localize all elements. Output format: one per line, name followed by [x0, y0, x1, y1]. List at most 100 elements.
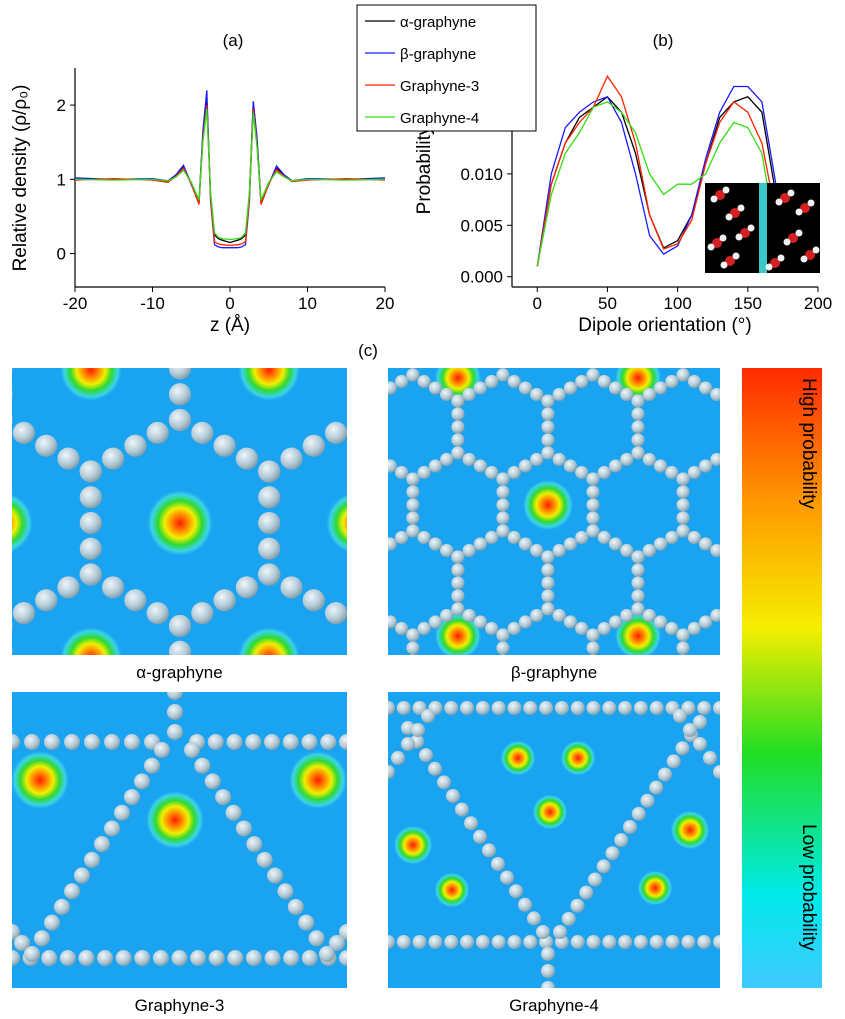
atom: [373, 453, 386, 466]
atom: [437, 255, 459, 277]
atom: [361, 291, 374, 304]
atom: [632, 291, 645, 304]
atom: [325, 113, 347, 135]
atom: [587, 369, 600, 382]
atom: [451, 421, 464, 434]
atom: [681, 935, 695, 949]
atom: [553, 609, 566, 622]
atom: [722, 590, 735, 603]
atom: [598, 466, 611, 479]
atom: [677, 369, 690, 382]
atom: [523, 935, 537, 949]
atom: [722, 564, 735, 577]
atom: [451, 291, 464, 304]
atom: [677, 525, 690, 538]
atom: [606, 846, 620, 860]
atom: [419, 748, 433, 762]
hotspot: [145, 790, 205, 850]
atom: [553, 453, 566, 466]
atom: [507, 935, 521, 949]
atom: [526, 332, 548, 354]
atom: [722, 551, 735, 564]
atom: [361, 551, 374, 564]
atom: [564, 460, 577, 473]
atom: [13, 422, 35, 444]
atom: [227, 950, 243, 966]
atom: [258, 229, 280, 251]
atom: [677, 473, 690, 486]
atom: [683, 723, 697, 737]
atom: [4, 950, 20, 966]
atom: [496, 343, 509, 356]
atom: [542, 603, 555, 616]
atom: [347, 641, 369, 663]
atom: [84, 734, 100, 750]
atom: [258, 486, 280, 508]
x-tick-label: 50: [598, 294, 617, 313]
atom: [587, 642, 600, 655]
atom: [384, 538, 397, 551]
atom: [474, 460, 487, 473]
atom: [699, 616, 712, 629]
atom: [482, 843, 496, 857]
atom: [587, 681, 600, 694]
x-axis-label: z (Å): [210, 315, 250, 336]
atom: [411, 723, 425, 737]
atom: [587, 681, 600, 694]
atom: [536, 925, 550, 939]
atom: [0, 692, 13, 714]
atom: [519, 382, 532, 395]
atom: [437, 255, 459, 277]
atom: [562, 912, 576, 926]
atom: [169, 409, 191, 431]
atom: [429, 460, 442, 473]
atom: [169, 100, 191, 122]
atom: [575, 531, 588, 544]
atom: [704, 667, 726, 689]
atom: [508, 310, 521, 323]
atom: [418, 531, 431, 544]
atom: [575, 375, 588, 388]
atom: [570, 280, 592, 302]
atom: [406, 681, 419, 694]
atom: [632, 603, 645, 616]
atom: [361, 551, 374, 564]
atom: [167, 704, 183, 720]
atom: [609, 460, 622, 473]
atom: [587, 629, 600, 642]
atom: [553, 388, 566, 401]
atom: [587, 701, 601, 715]
atom: [492, 701, 506, 715]
atom: [169, 306, 191, 328]
atom: [347, 409, 369, 431]
atom: [699, 460, 712, 473]
atom: [0, 615, 13, 637]
atom: [474, 538, 487, 551]
atom: [258, 203, 280, 225]
atom: [215, 789, 231, 805]
image-caption: α-graphyne: [136, 663, 222, 682]
atom: [496, 681, 509, 694]
atom: [485, 622, 498, 635]
atom: [722, 603, 735, 616]
atom: [325, 293, 347, 315]
atom: [463, 453, 476, 466]
atom: [688, 531, 701, 544]
atom: [0, 409, 13, 431]
atom: [496, 655, 509, 668]
atom: [309, 930, 325, 946]
atom: [347, 306, 369, 328]
atom: [587, 356, 600, 369]
inset-tube: [759, 183, 767, 273]
figure: (a) (b) (c) High probability Low probabi…: [0, 0, 845, 1014]
hotspot: [500, 740, 536, 776]
atom: [460, 935, 474, 949]
atom: [437, 177, 459, 199]
panel-title: (b): [653, 31, 674, 50]
atom: [245, 734, 261, 750]
atom: [339, 304, 352, 317]
atom: [80, 203, 102, 225]
atom: [548, 293, 570, 315]
atom: [350, 297, 363, 310]
atom: [446, 789, 460, 803]
